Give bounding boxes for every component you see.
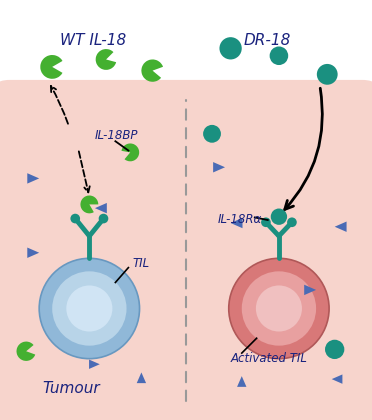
Circle shape [99, 214, 108, 223]
Circle shape [317, 64, 338, 85]
Circle shape [261, 218, 271, 227]
Polygon shape [231, 218, 243, 228]
Text: TIL: TIL [132, 257, 149, 270]
Text: Activated TIL: Activated TIL [231, 352, 308, 365]
Polygon shape [27, 247, 39, 258]
Circle shape [39, 258, 140, 359]
Wedge shape [80, 195, 98, 213]
FancyBboxPatch shape [0, 80, 372, 420]
Polygon shape [27, 173, 39, 184]
Polygon shape [304, 285, 316, 295]
Wedge shape [141, 60, 163, 82]
Wedge shape [16, 341, 35, 361]
Circle shape [287, 218, 297, 227]
Text: Tumour: Tumour [42, 381, 100, 396]
Text: WT IL-18: WT IL-18 [60, 33, 126, 48]
Circle shape [325, 340, 344, 359]
Circle shape [256, 286, 302, 331]
Circle shape [66, 286, 112, 331]
Polygon shape [137, 373, 146, 383]
Polygon shape [332, 375, 342, 384]
Circle shape [70, 214, 80, 223]
Circle shape [229, 258, 329, 359]
Polygon shape [237, 376, 246, 387]
Circle shape [203, 125, 221, 143]
Polygon shape [95, 203, 107, 213]
Wedge shape [96, 49, 116, 70]
Circle shape [52, 271, 126, 346]
Circle shape [270, 47, 288, 65]
Circle shape [219, 37, 242, 60]
Polygon shape [89, 360, 100, 369]
Text: DR-18: DR-18 [244, 33, 291, 48]
Circle shape [271, 208, 287, 225]
Wedge shape [40, 55, 62, 79]
Text: IL-18BP: IL-18BP [95, 129, 138, 142]
Circle shape [242, 271, 316, 346]
Wedge shape [122, 144, 139, 161]
Polygon shape [335, 221, 347, 232]
Text: IL-18Rα: IL-18Rα [218, 213, 262, 226]
Polygon shape [213, 162, 225, 173]
